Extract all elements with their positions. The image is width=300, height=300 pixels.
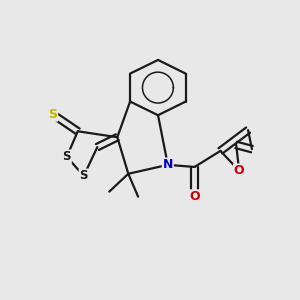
Text: O: O [189, 190, 200, 203]
Text: S: S [48, 108, 57, 121]
Text: O: O [234, 164, 244, 177]
Text: S: S [80, 169, 88, 182]
Text: N: N [163, 158, 173, 171]
Text: S: S [62, 150, 71, 163]
